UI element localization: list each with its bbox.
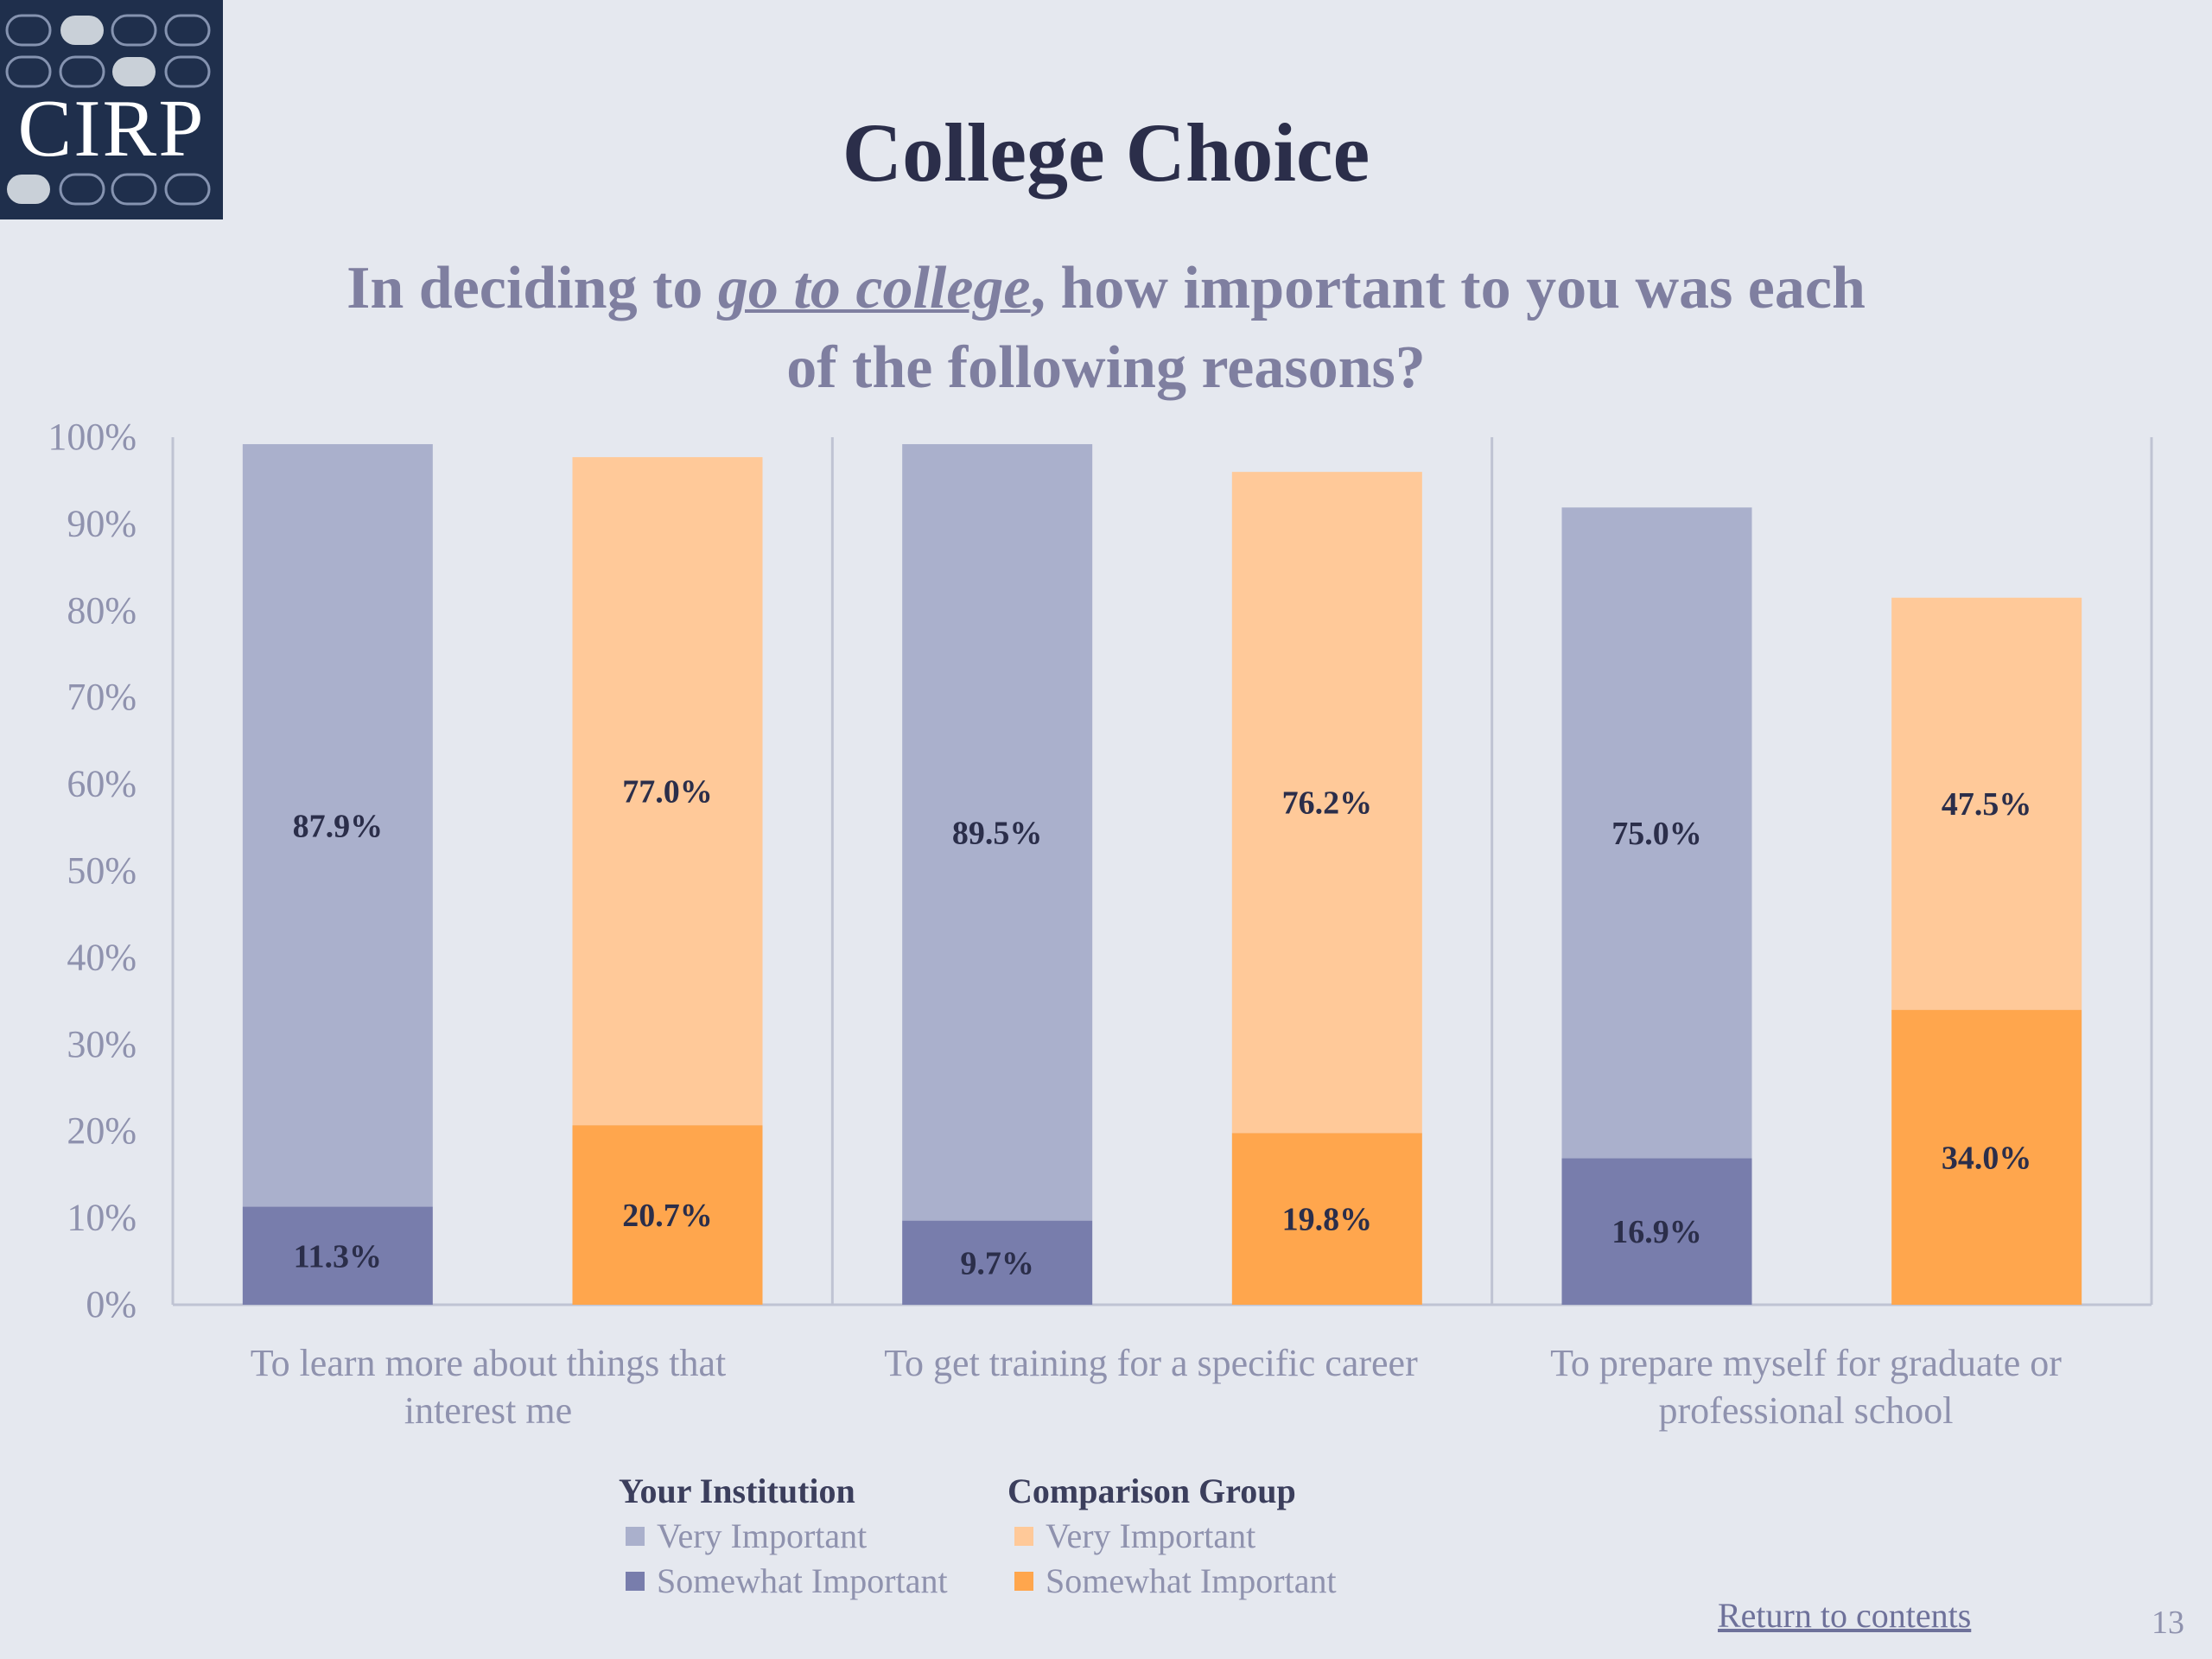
legend-item-somewhat-important: Somewhat Important bbox=[1007, 1559, 1337, 1604]
legend-item-label: Very Important bbox=[657, 1516, 868, 1555]
legend-item-somewhat-important: Somewhat Important bbox=[619, 1559, 948, 1604]
y-tick-label: 50% bbox=[67, 849, 137, 892]
y-tick-label: 80% bbox=[67, 589, 137, 632]
y-tick-label: 90% bbox=[67, 502, 137, 544]
y-tick-label: 0% bbox=[86, 1283, 137, 1325]
bar-data-label: 75.0% bbox=[1611, 816, 1702, 852]
category-label: To learn more about things that interest… bbox=[250, 1342, 727, 1432]
cirp-logo: CIRP bbox=[0, 0, 223, 219]
bar-data-label: 19.8% bbox=[1282, 1202, 1373, 1238]
bar-segment bbox=[1231, 1133, 1422, 1305]
y-tick-label: 60% bbox=[67, 763, 137, 805]
legend-swatch bbox=[1014, 1527, 1033, 1546]
y-tick-label: 30% bbox=[67, 1023, 137, 1065]
y-tick-label: 20% bbox=[67, 1109, 137, 1152]
bar-data-label: 47.5% bbox=[1942, 786, 2032, 823]
question-suffix: , how important to you was each of the f… bbox=[786, 255, 1866, 401]
category-label: To get training for a specific career bbox=[884, 1342, 1418, 1384]
page-number: 13 bbox=[2152, 1605, 2184, 1641]
y-tick-label: 100% bbox=[48, 416, 137, 458]
legend-item-label: Very Important bbox=[1046, 1516, 1256, 1555]
bar-data-label: 87.9% bbox=[293, 808, 384, 844]
bar-segment bbox=[242, 444, 433, 1207]
bar-data-label: 77.0% bbox=[622, 774, 713, 810]
legend-item-very-important: Very Important bbox=[1007, 1514, 1337, 1559]
bar-segment bbox=[242, 1206, 433, 1305]
logo-text: CIRP bbox=[17, 84, 206, 174]
bar-data-label: 16.9% bbox=[1611, 1214, 1702, 1250]
bar-data-label: 76.2% bbox=[1282, 785, 1373, 822]
chart-question: In deciding to go to college, how import… bbox=[328, 249, 1884, 408]
legend-title: Comparison Group bbox=[1007, 1471, 1296, 1510]
legend-item-very-important: Very Important bbox=[619, 1514, 948, 1559]
legend-your-institution: Your Institution Very Important Somewhat… bbox=[619, 1469, 948, 1604]
legend-swatch bbox=[626, 1527, 645, 1546]
bar-segment bbox=[1561, 507, 1752, 1159]
category-label: To prepare myself for graduate or profes… bbox=[1550, 1342, 2062, 1432]
bar-data-label: 9.7% bbox=[960, 1245, 1034, 1281]
legend-item-label: Somewhat Important bbox=[1046, 1561, 1337, 1600]
y-tick-label: 40% bbox=[67, 936, 137, 978]
return-to-contents-link[interactable]: Return to contents bbox=[1718, 1596, 1972, 1635]
bar-segment bbox=[902, 1220, 1093, 1305]
bar-data-label: 20.7% bbox=[622, 1198, 713, 1234]
y-tick-label: 70% bbox=[67, 676, 137, 718]
bar-segment bbox=[1231, 472, 1422, 1134]
bar-segment bbox=[572, 1125, 763, 1305]
y-tick-label: 10% bbox=[67, 1197, 137, 1239]
bar-data-label: 11.3% bbox=[294, 1238, 382, 1274]
legend-item-label: Somewhat Important bbox=[657, 1561, 948, 1600]
page-title: College Choice bbox=[842, 106, 1370, 199]
question-prefix: In deciding to bbox=[346, 255, 718, 321]
bar-data-label: 89.5% bbox=[952, 815, 1043, 851]
legend-comparison-group: Comparison Group Very Important Somewhat… bbox=[1007, 1469, 1337, 1604]
bar-segment bbox=[1561, 1158, 1752, 1305]
bar-data-label: 34.0% bbox=[1942, 1140, 2032, 1176]
bar-segment bbox=[1891, 597, 2082, 1010]
bar-segment bbox=[1891, 1009, 2082, 1305]
legend-title: Your Institution bbox=[619, 1471, 855, 1510]
bar-segment bbox=[902, 444, 1093, 1221]
legend-swatch bbox=[1014, 1572, 1033, 1591]
bar-segment bbox=[572, 457, 763, 1126]
legend-swatch bbox=[626, 1572, 645, 1591]
question-emphasis: go to college bbox=[717, 255, 1031, 321]
logo-pill-pattern bbox=[5, 14, 211, 206]
